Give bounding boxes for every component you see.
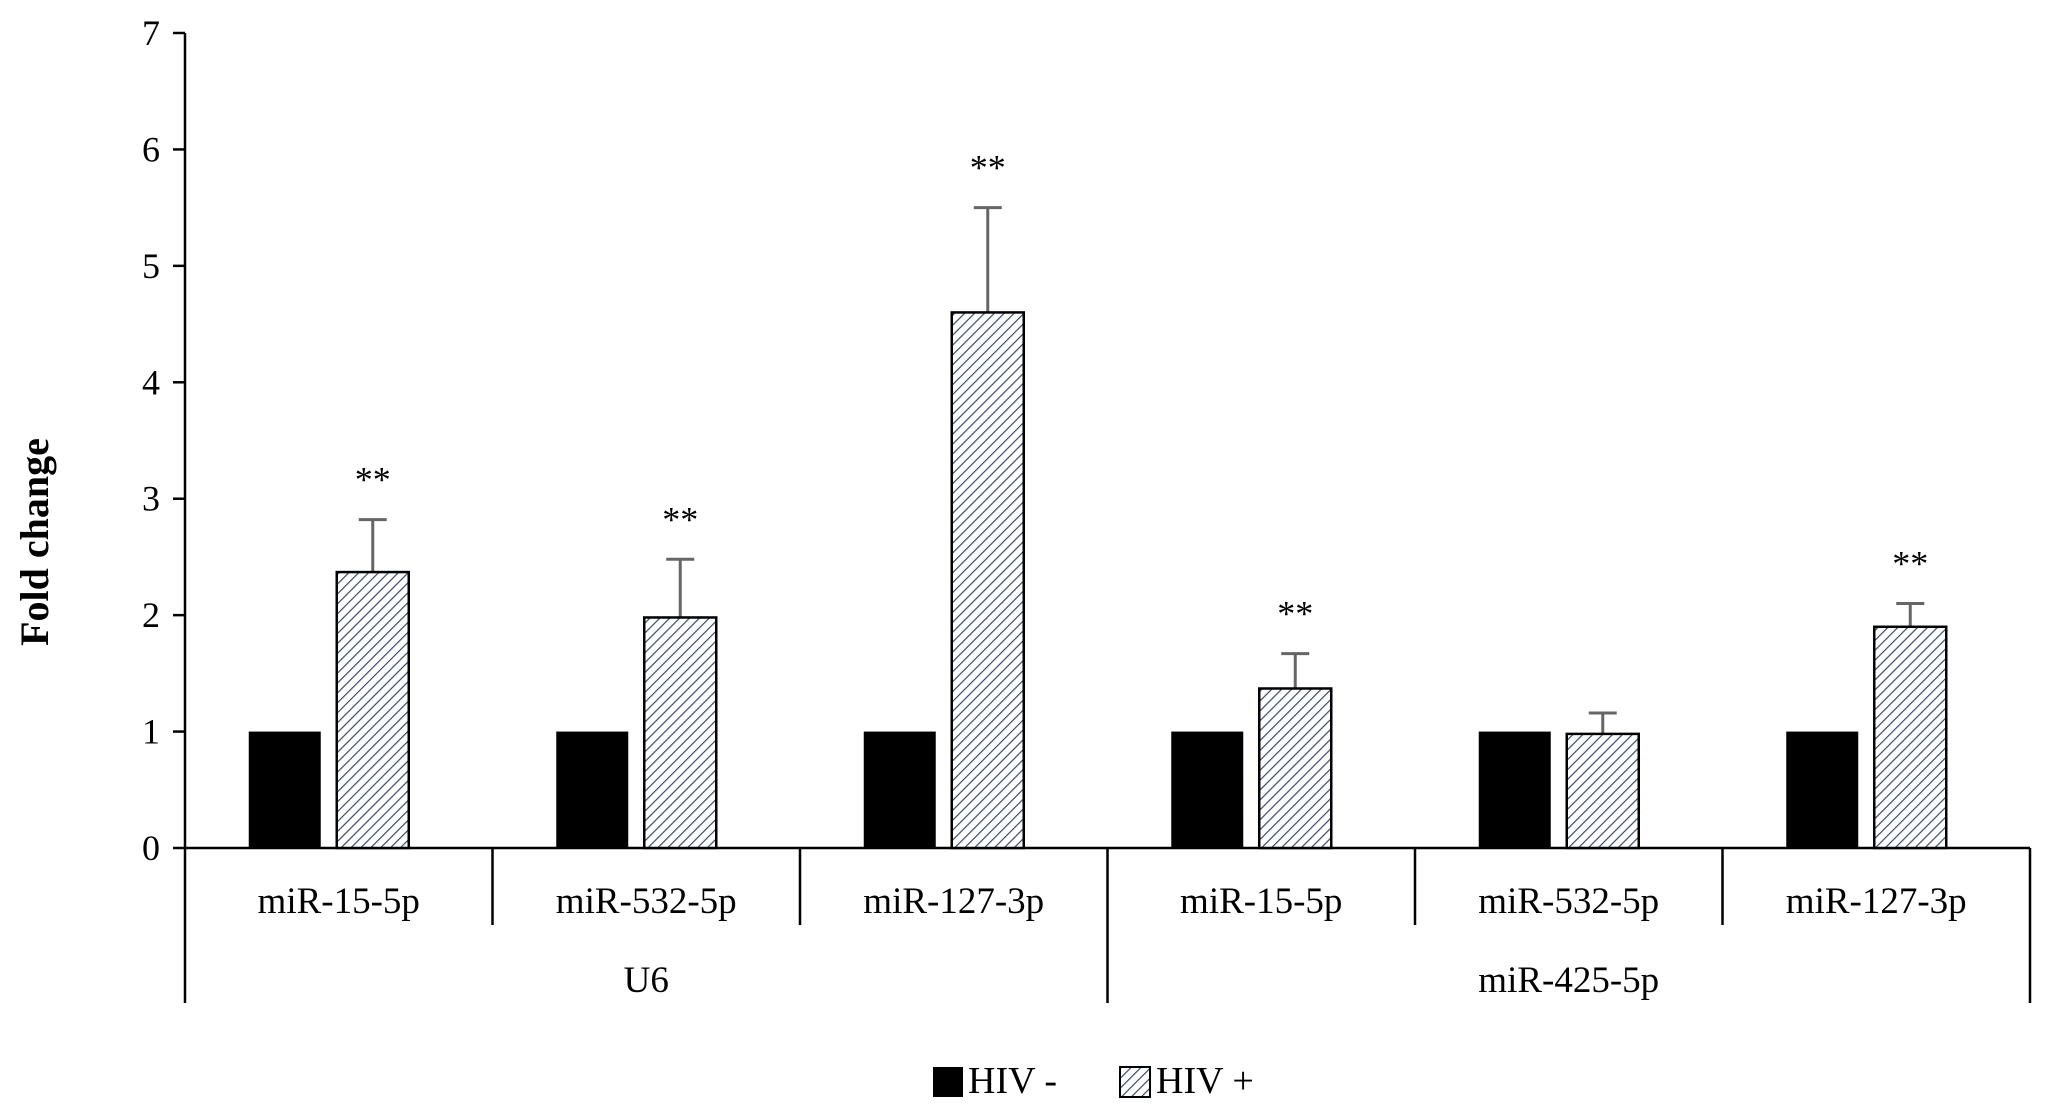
bar-hiv-negative — [1478, 731, 1551, 848]
legend-swatch-hiv-positive — [1119, 1066, 1151, 1098]
y-tick-label: 6 — [142, 129, 160, 169]
y-tick-label: 4 — [142, 362, 160, 402]
bar-hiv-negative — [556, 731, 629, 848]
labels-layer: miR-15-5p miR-532-5p miR-127-3p miR-15-5p mi… — [258, 148, 1967, 1001]
group-label: miR-425-5p — [1478, 960, 1659, 1001]
y-tick-label: 5 — [142, 246, 160, 286]
significance-marker: ** — [1892, 544, 1928, 584]
bar-hiv-negative — [248, 731, 321, 848]
bar-hiv-negative — [1171, 731, 1244, 848]
legend-label-hiv-positive: HIV + — [1156, 1060, 1254, 1102]
legend-swatch-hiv-negative — [933, 1067, 963, 1097]
y-tick-label: 1 — [142, 712, 160, 752]
bar-hiv-positive — [1565, 732, 1640, 850]
y-tick-label: 3 — [142, 479, 160, 519]
bar-hiv-positive — [950, 311, 1025, 850]
bar-hiv-positive — [1258, 687, 1333, 850]
legend: HIV - HIV + — [933, 1060, 1254, 1102]
category-label: miR-15-5p — [258, 881, 420, 922]
significance-marker: ** — [970, 148, 1006, 188]
category-label: miR-532-5p — [556, 881, 737, 922]
bars-layer — [248, 206, 1948, 850]
category-label: miR-127-3p — [863, 881, 1044, 922]
significance-marker: ** — [355, 460, 391, 500]
y-tick-label: 2 — [142, 595, 160, 635]
significance-marker: ** — [1277, 594, 1313, 634]
category-label: miR-127-3p — [1786, 881, 1967, 922]
significance-marker: ** — [662, 499, 698, 539]
bar-hiv-negative — [1786, 731, 1859, 848]
axes: 0 1 2 3 4 5 6 7 — [142, 13, 2032, 1003]
y-axis-label: Fold change — [12, 438, 57, 646]
bar-hiv-positive — [643, 616, 718, 850]
y-tick-label: 0 — [142, 828, 160, 868]
category-label: miR-532-5p — [1478, 881, 1659, 922]
y-tick-label: 7 — [142, 13, 160, 53]
group-label: U6 — [624, 960, 669, 1001]
bar-hiv-negative — [863, 731, 936, 848]
category-label: miR-15-5p — [1180, 881, 1342, 922]
bar-hiv-positive — [335, 570, 410, 850]
bar-hiv-positive — [1873, 625, 1948, 850]
legend-label-hiv-negative: HIV - — [968, 1060, 1057, 1102]
